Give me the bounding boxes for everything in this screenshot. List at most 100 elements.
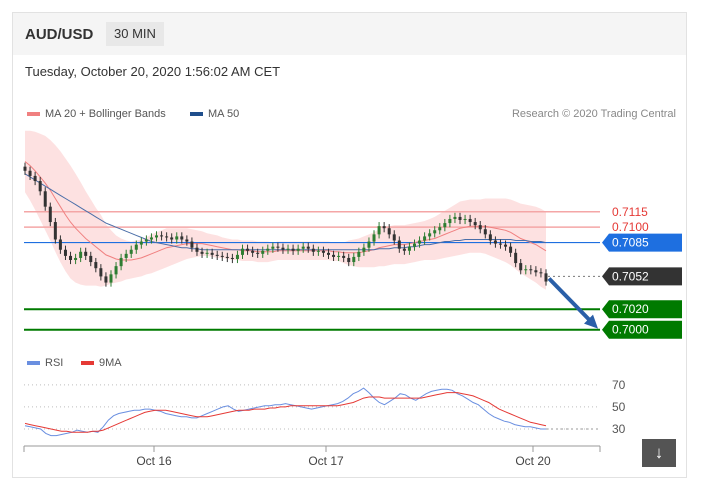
candle-body (210, 252, 214, 255)
timeframe-badge[interactable]: 30 MIN (106, 22, 164, 46)
candle-body (306, 246, 310, 249)
candle-body (448, 218, 452, 224)
candle-body (514, 252, 518, 264)
candle-body (256, 252, 260, 254)
candle-body (28, 170, 32, 176)
candle-body (266, 248, 270, 251)
candle-body (124, 253, 128, 258)
candle-body (69, 255, 73, 260)
candle-body (246, 248, 250, 251)
candle-body (524, 269, 528, 271)
datetime-label: Tuesday, October 20, 2020 1:56:02 AM CET (25, 64, 281, 79)
candle-body (99, 268, 103, 277)
candle-body (311, 248, 315, 252)
candle-body (235, 254, 239, 259)
candle-body (74, 257, 78, 260)
download-arrow-icon: ↓ (654, 443, 664, 462)
time-tick-label: Oct 20 (515, 454, 551, 468)
candle-body (144, 239, 148, 242)
candle-body (453, 216, 457, 219)
candle-body (286, 248, 290, 250)
pivot-label-box (602, 233, 682, 252)
candle-body (195, 247, 199, 252)
candle-body (89, 255, 93, 263)
ma9-swatch (81, 361, 94, 365)
ma50-line (24, 173, 547, 251)
ma20-label: MA 20 + Bollinger Bands (45, 108, 166, 120)
rsi-9ma-line (24, 392, 547, 433)
candle-body (281, 247, 285, 250)
forecast-arrowhead (584, 314, 598, 329)
candle-body (301, 246, 305, 249)
candle-body (458, 216, 462, 220)
candle-body (337, 255, 341, 257)
candle-body (478, 225, 482, 230)
candle-body (23, 166, 27, 171)
candle-body (104, 276, 108, 283)
candle-body (33, 175, 37, 182)
candle-body (220, 255, 224, 257)
candle-body (63, 249, 67, 256)
candle-body (205, 252, 209, 254)
rsi-line (24, 387, 546, 437)
candle-body (215, 254, 219, 256)
candle-body (534, 270, 538, 273)
support-label: 0.7020 (612, 302, 649, 316)
candle-body (498, 243, 502, 245)
candle-body (241, 248, 245, 255)
candle-body (397, 240, 401, 249)
support-label-box (602, 300, 682, 319)
candle-body (488, 234, 492, 241)
candle-body (149, 237, 153, 240)
rsi-swatch (27, 361, 40, 365)
candle-body (326, 252, 330, 255)
support-label: 0.7000 (612, 323, 649, 337)
candle-body (392, 234, 396, 241)
resistance-label: 0.7115 (612, 205, 648, 219)
candle-body (38, 181, 42, 192)
candle-body (362, 247, 366, 252)
candle-body (58, 239, 62, 250)
ma50-label: MA 50 (208, 108, 240, 120)
candle-body (139, 241, 143, 245)
candle-body (443, 223, 447, 228)
download-button[interactable]: ↓ (642, 439, 676, 467)
candle-body (185, 239, 189, 242)
candle-body (180, 236, 184, 240)
symbol-title: AUD/USD (25, 26, 94, 43)
candle-body (175, 236, 179, 240)
candle-body (352, 256, 356, 263)
candle-body (347, 257, 351, 263)
candle-body (155, 235, 159, 238)
candle-body (190, 241, 194, 248)
candle-body (423, 236, 427, 241)
candle-body (407, 246, 411, 251)
candle-body (134, 244, 138, 250)
candle-body (387, 228, 391, 235)
rsi-tick-label: 50 (612, 400, 626, 414)
candle-body (53, 222, 57, 240)
candle-body (438, 227, 442, 231)
candle-body (504, 244, 508, 247)
rsi-label: RSI (45, 357, 64, 369)
candle-body (119, 257, 123, 267)
ma20-line (24, 161, 547, 261)
time-tick-label: Oct 16 (136, 454, 172, 468)
candle-body (230, 257, 234, 259)
candle-body (296, 248, 300, 251)
candle-body (200, 251, 204, 254)
candle-body (382, 226, 386, 229)
candle-body (372, 234, 376, 242)
candle-body (316, 250, 320, 252)
chart-header: AUD/USD 30 MIN (13, 13, 686, 55)
candle-body (271, 246, 275, 249)
candle-body (412, 243, 416, 247)
candle-body (468, 218, 472, 223)
candle-body (225, 256, 229, 258)
candle-body (291, 248, 295, 251)
candle-body (402, 248, 406, 251)
candle-body (109, 274, 113, 283)
candle-body (48, 206, 52, 223)
candle-body (357, 251, 361, 257)
candle-body (342, 255, 346, 258)
